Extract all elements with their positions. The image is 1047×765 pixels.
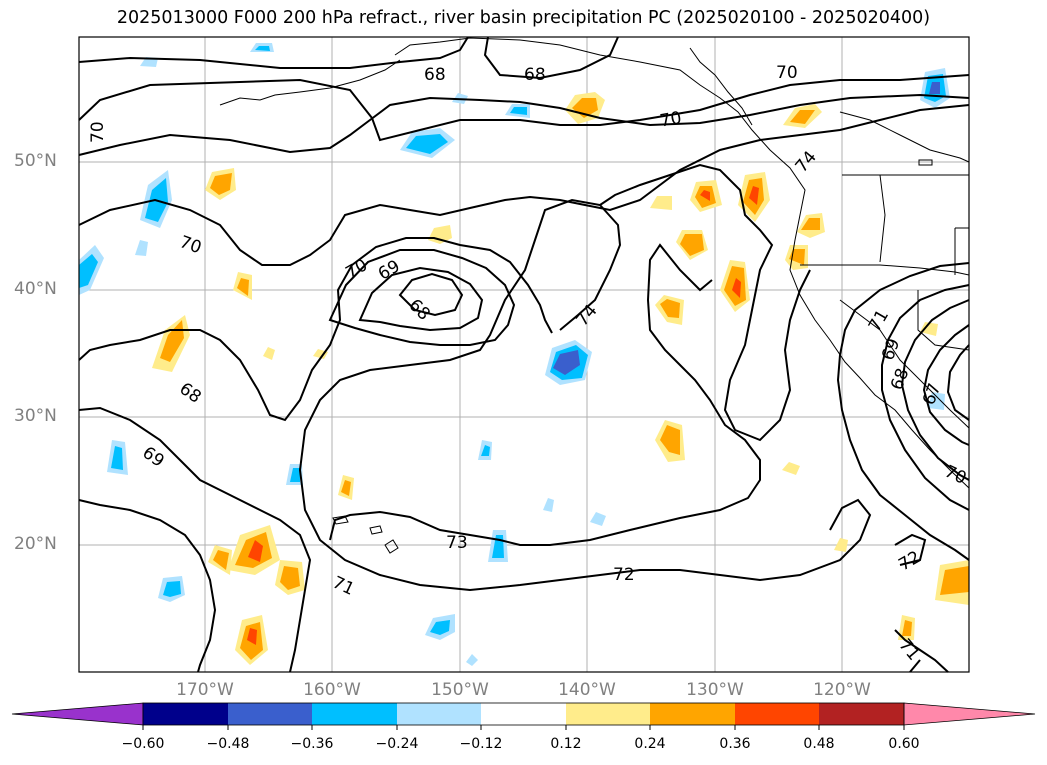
negative-patch [590, 512, 606, 526]
positive-patch [920, 322, 938, 336]
colorbar [11, 702, 1036, 730]
positive-patch [428, 225, 452, 244]
colorbar-segment [397, 703, 481, 725]
colorbar-segment [650, 703, 735, 725]
lon-label: 130°W [686, 680, 744, 700]
positive-patch [700, 190, 710, 201]
negative-patch [466, 654, 478, 666]
negative-patch [553, 350, 580, 375]
positive-patch [210, 173, 232, 195]
positive-patch [247, 628, 257, 645]
negative-patch [163, 581, 181, 597]
lon-label: 170°W [176, 680, 234, 700]
colorbar-segment [735, 703, 819, 725]
negative-patch [135, 240, 148, 256]
contour-label: 70 [88, 121, 108, 143]
positive-patch [680, 234, 704, 256]
colorbar-tick-label: 0.24 [634, 736, 666, 752]
colorbar-tick-label: −0.48 [206, 736, 250, 752]
map-frame [78, 36, 970, 673]
positive-patch [660, 425, 680, 455]
negative-patch [406, 134, 448, 154]
positive-patch [213, 550, 229, 570]
positive-patch [801, 218, 820, 230]
contour-label: 70 [658, 108, 683, 131]
positive-patch [341, 480, 351, 496]
positive-patch [263, 347, 275, 360]
precip-anomaly-patches [79, 43, 969, 666]
positive-patch [782, 462, 800, 475]
lon-label: 160°W [303, 680, 361, 700]
contour-label: 72 [613, 565, 635, 585]
positive-patch [248, 540, 263, 562]
map-title: 2025013000 F000 200 hPa refract., river … [116, 8, 931, 28]
colorbar-segment [819, 703, 904, 725]
negative-patch [430, 620, 450, 635]
refractivity-contours [78, 36, 970, 673]
negative-patch [929, 82, 940, 94]
colorbar-segment [143, 703, 228, 725]
negative-patch [928, 392, 945, 410]
negative-patch [290, 468, 300, 482]
lat-label: 40°N [14, 279, 57, 299]
colorbar-extend-high [903, 702, 1036, 726]
positive-patch [280, 566, 300, 590]
map-area [79, 37, 969, 672]
negative-patch [510, 107, 527, 115]
positive-patch [790, 110, 815, 124]
negative-patch [255, 46, 270, 51]
positive-patch [732, 278, 741, 298]
contour-label: 73 [446, 533, 468, 553]
colorbar-tick-label: 0.48 [803, 736, 835, 752]
positive-patch [834, 538, 848, 552]
negative-patch [481, 445, 490, 456]
lat-label: 30°N [14, 406, 57, 426]
coastlines [219, 37, 970, 554]
contour-label: 70 [776, 63, 798, 83]
contour-label: 68 [424, 65, 446, 85]
positive-patch [650, 196, 672, 210]
positive-patch [940, 566, 969, 595]
colorbar-tick-label: 0.12 [550, 736, 582, 752]
colorbar-tick-label: 0.60 [888, 736, 920, 752]
colorbar-tick-label: −0.60 [121, 736, 165, 752]
lon-label: 120°W [813, 680, 871, 700]
colorbar-segment [566, 703, 650, 725]
positive-patch [237, 278, 249, 296]
negative-patch [111, 446, 123, 470]
positive-patch [660, 299, 680, 318]
colorbar-tick-label: −0.36 [290, 736, 334, 752]
colorbar-segment [228, 703, 312, 725]
colorbar-segment [312, 703, 397, 725]
positive-patch [749, 186, 759, 205]
negative-patch [79, 254, 98, 288]
colorbar-extend-low [11, 702, 144, 726]
contour-label: 68 [524, 65, 546, 85]
lat-label: 50°N [14, 151, 57, 171]
lon-label: 150°W [431, 680, 489, 700]
negative-patch [543, 498, 554, 512]
lat-label: 20°N [14, 534, 57, 554]
lon-label: 140°W [558, 680, 616, 700]
colorbar-segment [481, 703, 566, 725]
colorbar-tick-label: 0.36 [719, 736, 751, 752]
colorbar-tick-label: −0.12 [459, 736, 503, 752]
positive-patch [902, 620, 912, 636]
colorbar-tick-label: −0.24 [375, 736, 419, 752]
